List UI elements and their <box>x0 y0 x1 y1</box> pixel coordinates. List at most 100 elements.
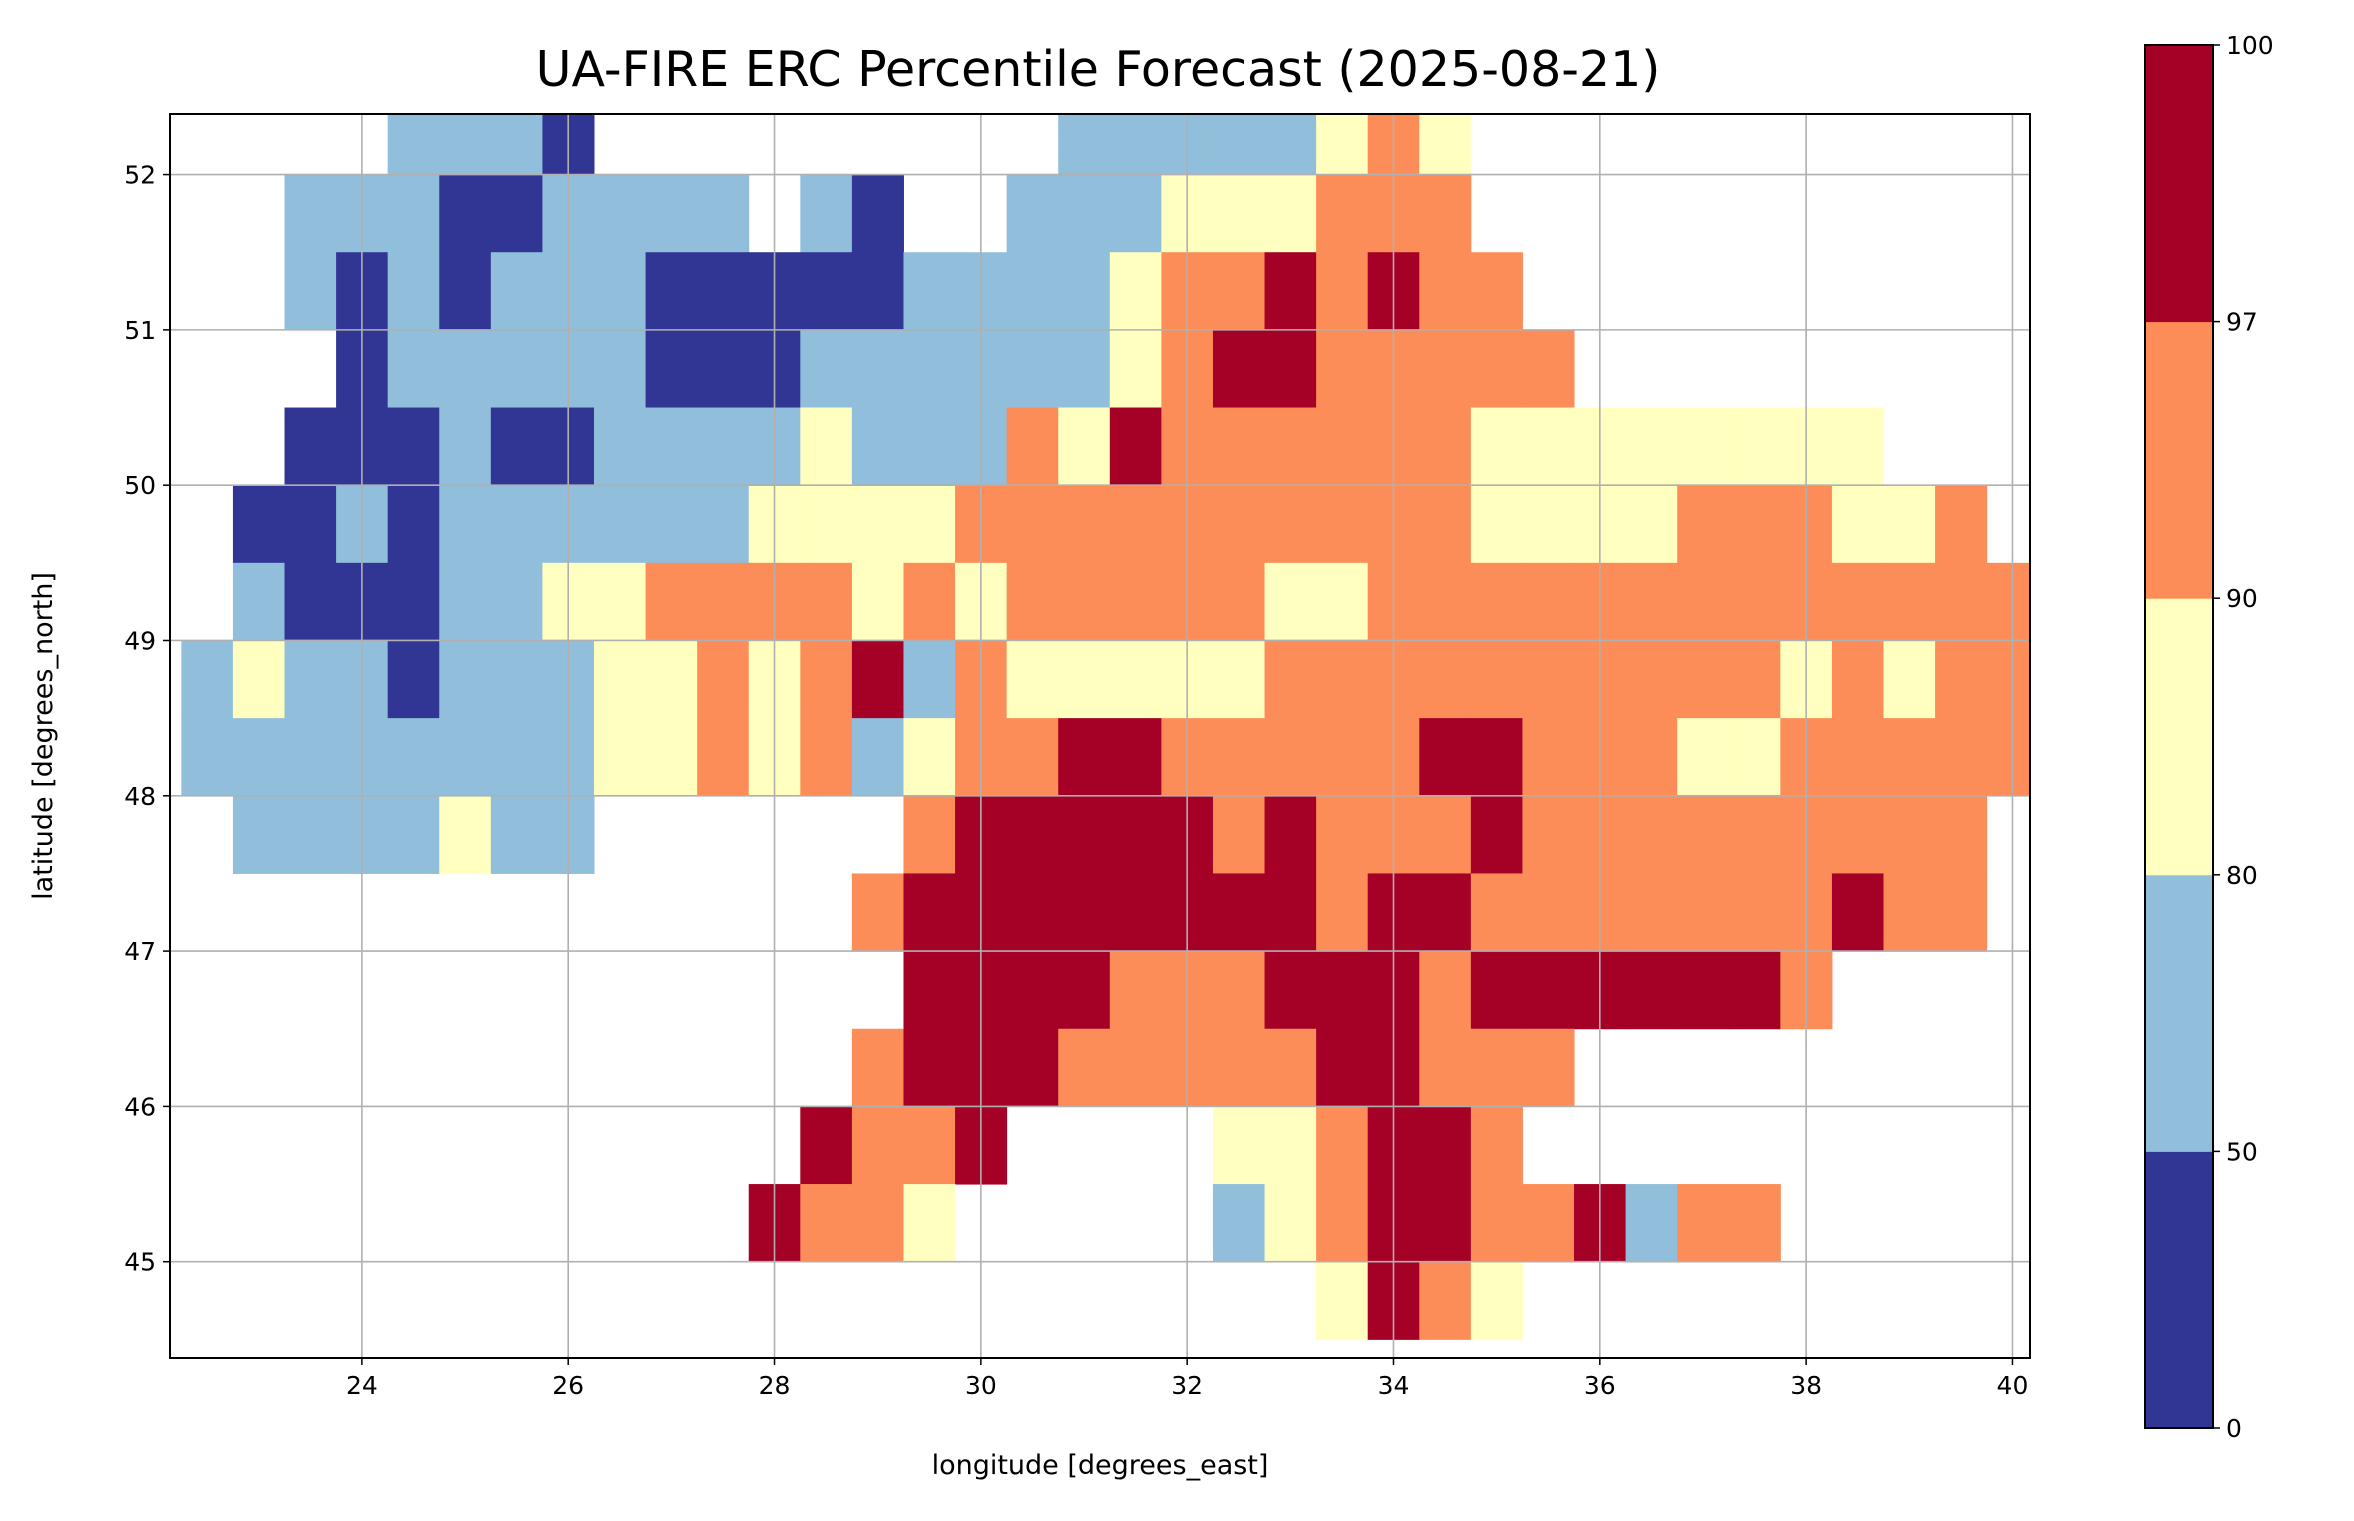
heatmap-cell <box>1522 329 1575 409</box>
heatmap-cell <box>1728 1184 1781 1263</box>
heatmap-cell <box>697 252 750 331</box>
heatmap-cell <box>1264 951 1317 1030</box>
heatmap-cell <box>1522 562 1575 641</box>
heatmap-cell <box>1522 1028 1575 1107</box>
heatmap-cell <box>1316 252 1369 331</box>
colorbar-segment <box>2145 321 2213 599</box>
heatmap-cell <box>1006 485 1059 564</box>
heatmap-cell <box>697 562 750 641</box>
heatmap-cell <box>1522 1184 1575 1263</box>
heatmap-cell <box>903 329 956 409</box>
heatmap-cell <box>593 485 647 564</box>
heatmap-cell <box>387 485 440 564</box>
heatmap-cell <box>1264 873 1317 952</box>
heatmap-cell <box>1883 562 1936 641</box>
heatmap-cell <box>1006 640 1059 719</box>
heatmap-cell <box>903 485 956 564</box>
y-axis-ticks: 45 46 47 48 49 50 51 52 <box>124 161 170 1277</box>
heatmap-cell <box>800 718 853 797</box>
heatmap-cell <box>1419 174 1472 253</box>
colorbar-tick-label: 0 <box>2226 1414 2242 1443</box>
heatmap-cell <box>1109 114 1162 176</box>
x-tick-label: 30 <box>965 1371 997 1400</box>
heatmap-cell <box>439 252 492 331</box>
heatmap-cell <box>1006 718 1059 797</box>
heatmap-cell <box>284 252 337 331</box>
heatmap-cell <box>1677 407 1730 486</box>
y-tick-label: 45 <box>124 1248 156 1277</box>
heatmap-cell <box>1419 718 1472 797</box>
heatmap-cell <box>1058 485 1111 564</box>
heatmap-cell <box>1264 718 1317 797</box>
heatmap-cell <box>1522 718 1575 797</box>
heatmap-cell <box>1058 873 1111 952</box>
heatmap-cell <box>439 562 492 641</box>
heatmap-cell <box>851 1028 904 1107</box>
heatmap-cell <box>1316 485 1369 564</box>
heatmap-cell <box>387 562 440 641</box>
heatmap-cell <box>851 485 904 564</box>
heatmap-cell <box>1625 718 1678 797</box>
heatmap-cell <box>903 640 956 719</box>
heatmap-cell <box>800 407 853 486</box>
heatmap-cell <box>284 407 337 486</box>
heatmap-cell <box>1058 718 1111 797</box>
heatmap-cell <box>1316 562 1369 641</box>
heatmap-cell <box>1883 795 1936 874</box>
heatmap-cell <box>1470 795 1523 874</box>
heatmap-cell <box>1212 1028 1266 1107</box>
heatmap-cell <box>1728 718 1781 797</box>
x-tick-label: 28 <box>759 1371 791 1400</box>
heatmap-cell <box>1006 873 1059 952</box>
heatmap-cell <box>284 174 337 253</box>
heatmap-cell <box>181 640 234 719</box>
heatmap-cell <box>1522 640 1575 719</box>
heatmap-cell <box>1728 640 1781 719</box>
heatmap-cell <box>284 485 337 564</box>
heatmap-cell <box>1109 1028 1162 1107</box>
heatmap-cell <box>1212 951 1266 1030</box>
heatmap-cell <box>1677 562 1730 641</box>
heatmap-cell <box>1728 562 1781 641</box>
heatmap-cell <box>1058 951 1111 1030</box>
heatmap-cell <box>1109 174 1162 253</box>
heatmap-cell <box>1006 1028 1059 1107</box>
heatmap-cell <box>1316 795 1369 874</box>
heatmap-cell <box>1006 407 1059 486</box>
colorbar-segment <box>2145 1151 2213 1429</box>
heatmap-cell <box>439 329 492 409</box>
x-tick-label: 26 <box>552 1371 584 1400</box>
heatmap-cell <box>1006 329 1059 409</box>
heatmap-cell <box>593 640 647 719</box>
heatmap-cell <box>232 562 286 641</box>
heatmap-cell <box>1316 1028 1369 1107</box>
heatmap-cell <box>851 329 904 409</box>
y-tick-label: 52 <box>124 161 156 190</box>
heatmap-cell <box>1831 640 1885 719</box>
heatmap-cell <box>439 407 492 486</box>
heatmap-cell <box>1625 407 1678 486</box>
heatmap-cell <box>1522 873 1575 952</box>
heatmap-cell <box>1470 718 1523 797</box>
heatmap-cell <box>1419 407 1472 486</box>
x-axis-label: longitude [degrees_east] <box>932 1450 1269 1481</box>
heatmap-cell <box>1058 795 1111 874</box>
heatmap-cell <box>1419 951 1472 1030</box>
heatmap-cell <box>439 485 492 564</box>
heatmap-cell <box>1470 407 1523 486</box>
heatmap-cell <box>1625 795 1678 874</box>
heatmap-cell <box>1728 407 1781 486</box>
heatmap-cell <box>1058 329 1111 409</box>
heatmap-cell <box>1419 1184 1472 1263</box>
heatmap-cell <box>1419 640 1472 719</box>
heatmap-cell <box>490 485 543 564</box>
heatmap-cell <box>903 1184 956 1263</box>
heatmap-cell <box>284 562 337 641</box>
heatmap-cell <box>1470 951 1523 1030</box>
heatmap-cell <box>593 252 647 331</box>
heatmap-cell <box>1728 951 1781 1030</box>
heatmap-cell <box>645 407 698 486</box>
heatmap-cell <box>1831 795 1885 874</box>
heatmap-cell <box>1831 407 1885 486</box>
heatmap-cell <box>1419 1106 1472 1185</box>
